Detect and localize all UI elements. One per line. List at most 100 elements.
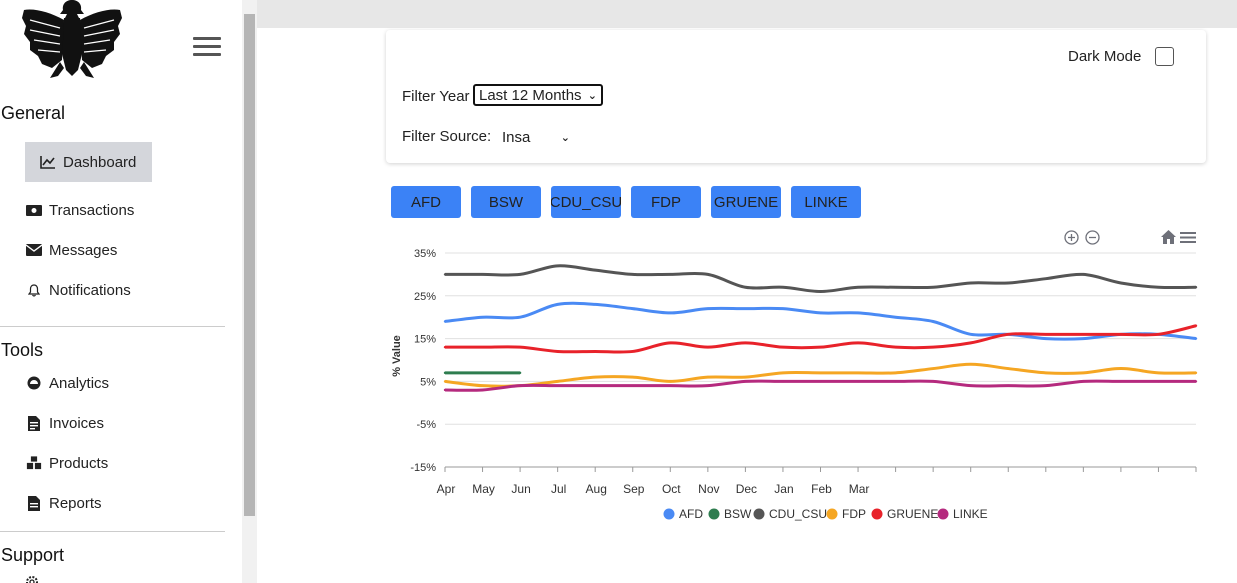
y-tick-label: 5% (420, 376, 436, 388)
data-point-afd (856, 311, 860, 315)
home-reset-icon[interactable] (1160, 229, 1177, 245)
zoom-out-icon[interactable] (1085, 230, 1100, 245)
data-point-afd (1194, 337, 1198, 340)
sidebar-item-label: Messages (49, 241, 118, 259)
sidebar-item-products[interactable]: Products (25, 443, 108, 483)
chevron-down-icon: ⌄ (560, 131, 570, 144)
data-point-afd (1044, 337, 1048, 340)
x-tick-label: Dec (736, 482, 757, 496)
gear-icon (25, 575, 39, 583)
sidebar-item-label: Dashboard (63, 153, 137, 171)
data-point-gruene (443, 345, 447, 349)
data-point-afd (631, 307, 634, 310)
data-point-linke (894, 380, 897, 383)
party-button-gruene[interactable]: GRUENE (711, 186, 781, 218)
data-point-linke (781, 380, 785, 383)
sidebar-item-invoices[interactable]: Invoices (25, 403, 104, 443)
y-axis-title: % Value (391, 335, 403, 377)
data-point-gruene (1044, 333, 1048, 336)
data-point-linke (1044, 384, 1048, 387)
data-point-gruene (1194, 324, 1198, 327)
chart-menu-icon[interactable] (1180, 231, 1197, 244)
x-tick-label: Jul (551, 482, 566, 496)
data-point-linke (1194, 380, 1198, 383)
data-point-cdu_csu (518, 273, 522, 276)
party-button-afd[interactable]: AFD (391, 186, 461, 218)
data-point-fdp (706, 375, 710, 379)
data-point-afd (894, 316, 897, 319)
data-point-afd (931, 320, 935, 323)
x-tick-label: Sep (623, 482, 645, 496)
data-point-afd (518, 316, 522, 319)
data-point-afd (443, 320, 447, 323)
data-point-cdu_csu (1082, 273, 1085, 276)
legend-marker-gruene (871, 508, 883, 520)
dark-mode-checkbox[interactable] (1155, 47, 1174, 66)
data-point-cdu_csu (856, 286, 860, 289)
hamburger-menu-icon[interactable] (193, 37, 221, 59)
sidebar-item-dashboard[interactable]: Dashboard (25, 142, 153, 182)
top-bar (257, 0, 1237, 28)
x-tick-label: Mar (849, 482, 870, 496)
data-point-fdp (969, 363, 972, 366)
sidebar-item-messages[interactable]: Messages (25, 230, 117, 270)
party-button-fdp[interactable]: FDP (631, 186, 701, 218)
data-point-fdp (894, 371, 897, 375)
party-button-linke[interactable]: LINKE (791, 186, 861, 218)
sidebar-item-notifications[interactable]: Notifications (25, 270, 131, 310)
data-point-linke (518, 384, 522, 387)
data-point-afd (969, 333, 972, 336)
party-button-bsw[interactable]: BSW (471, 186, 541, 218)
filter-source-label: Filter Source: (402, 128, 492, 145)
sidebar-item-label: Notifications (49, 281, 131, 299)
bell-icon (25, 283, 43, 297)
data-point-cdu_csu (481, 273, 484, 276)
data-point-linke (556, 384, 559, 387)
scrollbar-thumb[interactable] (244, 14, 255, 516)
legend-marker-cdu_csu (753, 508, 765, 520)
data-point-fdp (594, 375, 597, 379)
data-point-cdu_csu (1044, 277, 1048, 280)
filter-year-label: Filter Year (402, 88, 470, 105)
data-point-fdp (669, 380, 672, 383)
data-point-fdp (856, 371, 860, 375)
x-tick-label: Oct (662, 482, 681, 496)
data-point-linke (669, 384, 672, 387)
sidebar-item-reports[interactable]: Reports (25, 483, 102, 523)
data-point-afd (819, 311, 822, 315)
x-tick-label: Apr (437, 482, 456, 496)
envelope-icon (25, 244, 43, 256)
filter-source-value: Insa (502, 128, 531, 146)
data-point-gruene (706, 345, 710, 349)
data-point-linke (856, 380, 860, 383)
y-tick-label: 35% (414, 248, 436, 260)
legend-label-afd: AFD (679, 507, 703, 521)
data-point-cdu_csu (819, 290, 822, 293)
data-point-fdp (1119, 367, 1123, 370)
sidebar-scrollbar[interactable] (242, 0, 257, 583)
legend-label-gruene: GRUENE (887, 507, 938, 521)
x-tick-label: Jun (511, 482, 530, 496)
data-point-afd (594, 303, 597, 306)
sidebar-item-label: Reports (49, 494, 102, 512)
data-point-linke (1119, 380, 1123, 383)
data-point-linke (1157, 380, 1160, 383)
filter-year-select[interactable]: Last 12 Months ⌄ (473, 84, 603, 106)
data-point-gruene (518, 345, 522, 349)
data-point-cdu_csu (894, 286, 897, 289)
zoom-in-icon[interactable] (1064, 230, 1079, 245)
data-point-cdu_csu (1194, 286, 1198, 289)
filter-source-select[interactable]: Insa ⌄ (502, 126, 570, 148)
data-point-fdp (1194, 371, 1198, 375)
sidebar-item-transactions[interactable]: Transactions (25, 190, 134, 230)
data-point-gruene (894, 345, 897, 349)
data-point-linke (594, 384, 597, 387)
filter-year-value: Last 12 Months (479, 86, 582, 104)
data-point-fdp (481, 384, 484, 387)
data-point-gruene (1007, 333, 1010, 336)
party-button-cdu-csu[interactable]: CDU_CSU (551, 186, 621, 218)
data-point-fdp (931, 367, 935, 370)
sidebar-item-label: Analytics (49, 374, 110, 392)
sidebar-item-analytics[interactable]: Analytics (25, 363, 109, 403)
data-point-gruene (856, 341, 860, 345)
